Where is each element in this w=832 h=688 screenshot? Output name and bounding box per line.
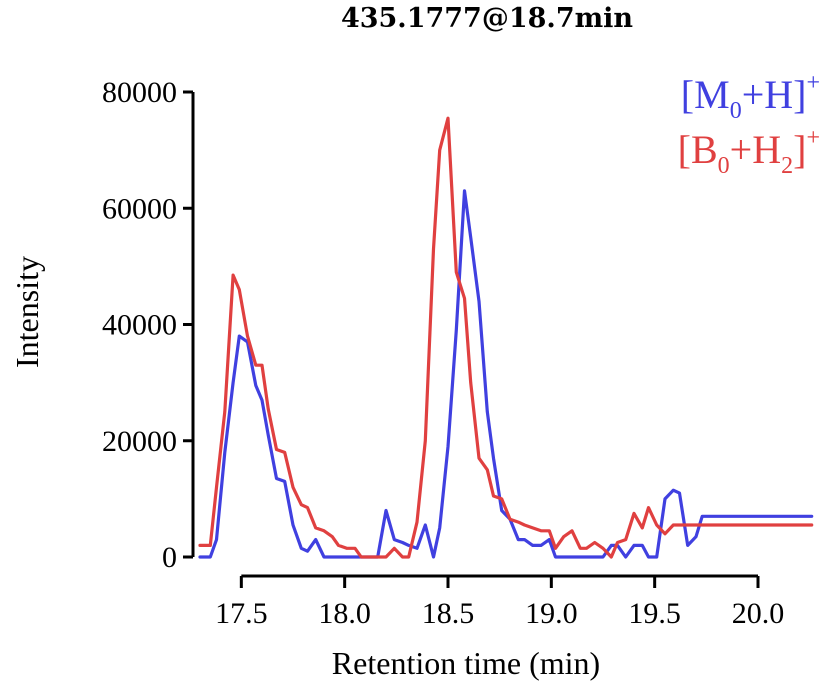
series-line-1 <box>198 116 814 559</box>
legend-entry-0: [M0+H]+ <box>681 70 820 124</box>
x-tick-label: 17.5 <box>215 597 268 630</box>
y-tick-label: 20000 <box>102 425 177 458</box>
y-tick-label: 80000 <box>102 76 177 109</box>
y-tick-label: 60000 <box>102 192 177 225</box>
legend-text-part: [M <box>681 72 730 117</box>
axes: 0 20000 40000 60000 80000 17.5 18.0 18.5 19.0 19.… <box>102 76 784 630</box>
legend-text-part: [B <box>678 127 718 172</box>
series-line-0 <box>198 189 814 559</box>
x-tick-label: 18.0 <box>318 597 371 630</box>
legend-text-part: ] <box>793 127 806 172</box>
y-axis-label: Intensity <box>9 256 45 368</box>
legend-text-part: 2 <box>781 153 793 179</box>
x-tick-label: 20.0 <box>732 597 785 630</box>
chart-title: 435.1777@18.7min <box>341 3 633 34</box>
plot-area <box>198 116 814 559</box>
legend-text-part: 0 <box>718 153 730 179</box>
y-tick-label: 0 <box>162 541 177 574</box>
x-tick-label: 19.5 <box>628 597 681 630</box>
x-axis-label: Retention time (min) <box>332 645 600 681</box>
legend-text-part: +H <box>730 127 781 172</box>
legend-text-part: + <box>806 70 820 96</box>
x-tick-label: 18.5 <box>422 597 475 630</box>
y-tick-label: 40000 <box>102 309 177 342</box>
legend-entry-1: [B0+H2]+ <box>678 125 820 179</box>
legend-text-part: +H] <box>742 72 807 117</box>
x-tick-label: 19.0 <box>525 597 578 630</box>
legend-text-part: + <box>806 125 820 151</box>
legend-text-part: 0 <box>730 98 742 124</box>
legend: [M0+H]+[B0+H2]+ <box>678 70 820 179</box>
